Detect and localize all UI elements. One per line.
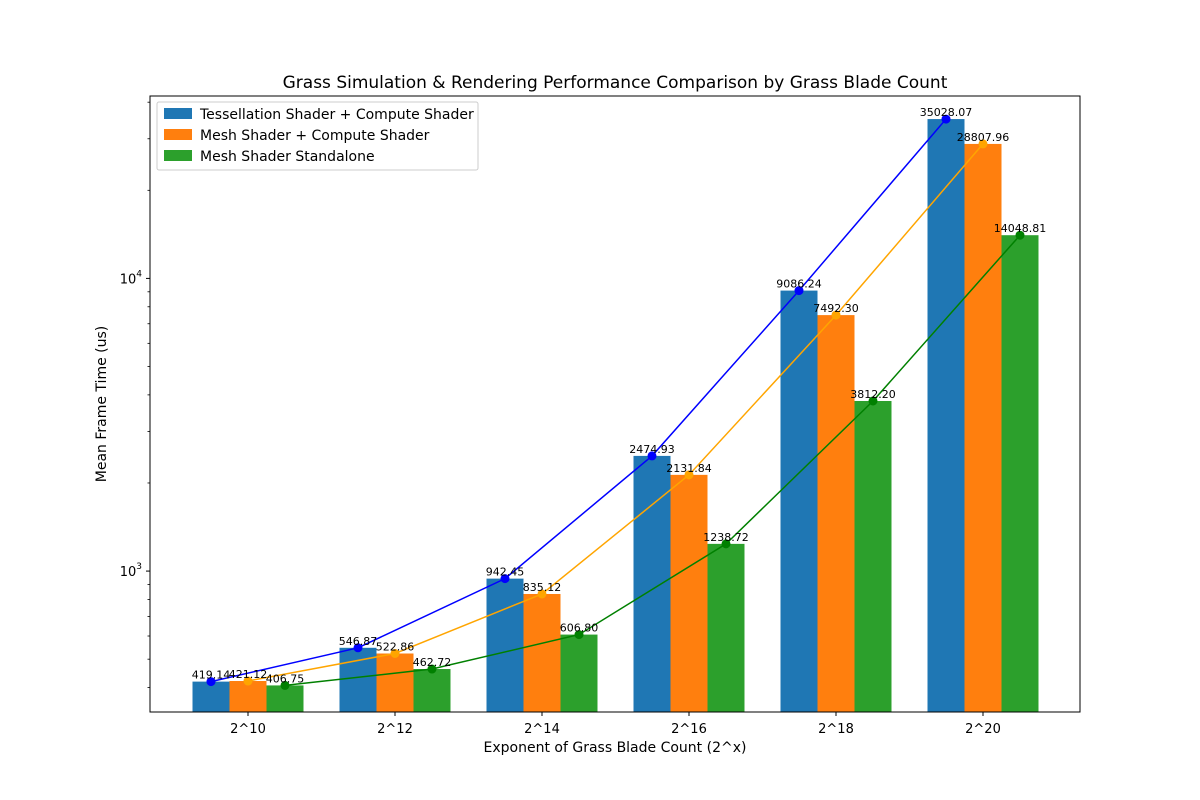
legend-entry: Mesh Shader + Compute Shader [200, 128, 430, 144]
series-marker [500, 574, 510, 584]
series-marker [574, 630, 584, 640]
x-axis-label: Exponent of Grass Blade Count (2^x) [484, 740, 747, 756]
series-line [284, 234, 1021, 687]
bar [486, 578, 524, 712]
series-marker [978, 139, 988, 149]
series-marker [243, 676, 253, 686]
bar [192, 681, 230, 712]
plot-frame [149, 95, 1081, 713]
y-tick-label: 104 [120, 269, 143, 287]
series-marker [353, 643, 363, 653]
bar [523, 593, 561, 712]
data-label: 9086.24 [776, 278, 822, 291]
data-label: 35028.07 [920, 106, 973, 119]
bar [633, 455, 671, 712]
series-marker [537, 589, 547, 599]
series-marker [647, 451, 657, 461]
data-label: 942.45 [486, 566, 525, 579]
legend-entry: Mesh Shader Standalone [200, 149, 375, 165]
x-tick-label: 2^18 [818, 722, 854, 737]
x-tick-label: 2^16 [671, 722, 707, 737]
data-label: 2131.84 [666, 462, 712, 475]
series-line [247, 143, 984, 682]
bar [780, 290, 818, 712]
bar [376, 653, 414, 712]
data-label: 606.80 [560, 622, 599, 635]
y-axis-label: Mean Frame Time (us) [94, 326, 110, 482]
bar [229, 681, 267, 712]
chart-title: Grass Simulation & Rendering Performance… [283, 73, 948, 93]
bar [560, 634, 598, 712]
series-marker [831, 310, 841, 320]
data-label: 14048.81 [994, 222, 1047, 235]
series-marker [280, 680, 290, 690]
data-label: 835.12 [523, 581, 562, 594]
x-tick-label: 2^10 [230, 722, 266, 737]
legend-entry: Tessellation Shader + Compute Shader [199, 107, 474, 123]
series-marker [206, 677, 216, 687]
data-label: 546.87 [339, 635, 378, 648]
legend-swatch [164, 108, 192, 119]
series-marker [427, 664, 437, 674]
y-tick-label: 103 [120, 562, 142, 580]
x-tick-label: 2^14 [524, 722, 560, 737]
bar [1001, 235, 1039, 712]
bar [707, 543, 745, 712]
legend-box [156, 101, 479, 171]
axes: 2^10 2^12 2^14 2^16 2^18 2^20 103 104 [120, 101, 1001, 737]
data-label: 522.86 [376, 641, 415, 654]
bar [413, 669, 451, 712]
series-marker [684, 470, 694, 480]
bar [854, 400, 892, 712]
bar [964, 143, 1002, 713]
series-marker [721, 539, 731, 549]
bar [927, 119, 965, 712]
data-label: 419.14 [192, 669, 231, 682]
legend-swatch [164, 129, 192, 140]
plot-area: 419.14 546.87 942.45 2474.93 9086.24 35028.07… [192, 106, 1047, 713]
data-label: 1238.72 [703, 531, 749, 544]
x-tick-label: 2^12 [377, 722, 413, 737]
series-marker [390, 649, 400, 658]
data-label: 462.72 [413, 656, 452, 669]
data-label: 3812.20 [850, 388, 896, 401]
data-label: 421.12 [229, 668, 268, 681]
series-marker [941, 114, 951, 124]
x-tick-label: 2^20 [965, 722, 1001, 737]
series-marker [868, 396, 878, 406]
legend: Tessellation Shader + Compute Shader Mesh… [156, 101, 479, 171]
data-label: 406.75 [266, 672, 305, 685]
series-marker [794, 286, 804, 296]
data-label: 28807.96 [957, 131, 1010, 144]
bar [817, 315, 855, 712]
series-line [210, 118, 947, 683]
legend-swatch [164, 150, 192, 161]
data-label: 7492.30 [813, 302, 859, 315]
bar [670, 474, 708, 712]
data-label: 2474.93 [629, 443, 675, 456]
series-marker [1015, 230, 1025, 240]
